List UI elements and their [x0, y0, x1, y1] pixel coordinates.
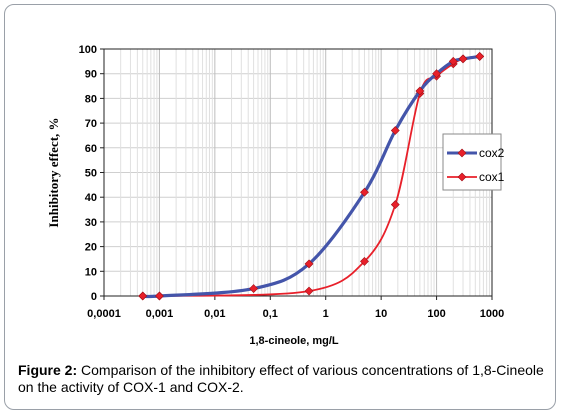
y-tick-label: 10 — [85, 266, 97, 278]
x-tick-label: 1 — [323, 308, 329, 320]
y-tick-label: 90 — [85, 69, 97, 81]
data-point-cox2 — [249, 284, 259, 294]
y-tick-label: 0 — [91, 291, 97, 303]
legend-box — [442, 133, 502, 191]
data-point-cox2 — [138, 291, 148, 301]
data-point-cox2 — [432, 69, 441, 79]
grid — [104, 49, 492, 296]
data-point-cox2 — [360, 187, 369, 197]
data-point-cox1 — [304, 286, 314, 296]
legend-label-cox1: cox1 — [479, 170, 505, 184]
x-axis-title: 1,8-cineole, mg/L — [249, 335, 339, 347]
x-tick-label: 1000 — [480, 308, 504, 320]
x-tick-label: 100 — [427, 308, 445, 320]
x-tick-label: 0,0001 — [87, 308, 121, 320]
data-point-cox2 — [390, 126, 400, 135]
y-tick-label: 80 — [85, 93, 97, 105]
legend-marker-cox2 — [457, 148, 467, 158]
y-axis-ticks: 0 10 20 30 40 50 60 70 80 90 100 — [79, 44, 104, 303]
data-point-cox2 — [475, 51, 485, 61]
data-point-cox2 — [304, 259, 314, 269]
y-tick-label: 60 — [85, 143, 97, 155]
legend: cox2 cox1 — [442, 133, 505, 191]
y-tick-label: 100 — [79, 44, 97, 56]
caption-text: Comparison of the inhibitory effect of v… — [18, 362, 544, 395]
data-point-cox2 — [458, 54, 468, 64]
series-group — [138, 51, 485, 301]
figure-caption: Figure 2: Comparison of the inhibitory e… — [18, 362, 546, 396]
y-tick-label: 30 — [85, 217, 97, 229]
x-tick-label: 0,01 — [204, 308, 225, 320]
series-cox2 — [138, 51, 485, 301]
legend-marker-cox1 — [457, 172, 467, 182]
figure-frame — [4, 4, 556, 410]
data-point-cox2 — [448, 56, 458, 66]
y-tick-label: 50 — [85, 168, 97, 180]
caption-label: Figure 2: — [18, 362, 78, 378]
data-point-cox1 — [360, 256, 369, 266]
legend-label-cox2: cox2 — [479, 146, 505, 160]
data-point-cox1 — [390, 200, 400, 210]
y-tick-label: 20 — [85, 242, 97, 254]
y-axis-title: Inhibitory effect, % — [46, 117, 61, 227]
y-tick-label: 40 — [85, 192, 97, 204]
data-point-cox2 — [415, 86, 425, 96]
x-tick-label: 10 — [375, 308, 387, 320]
x-tick-label: 0,001 — [146, 308, 174, 320]
y-tick-label: 70 — [85, 118, 97, 130]
x-tick-label: 0,1 — [263, 308, 278, 320]
x-axis-ticks: 0,0001 0,001 0,01 0,1 1 10 100 1000 — [87, 296, 504, 320]
data-point-cox2 — [155, 291, 164, 301]
